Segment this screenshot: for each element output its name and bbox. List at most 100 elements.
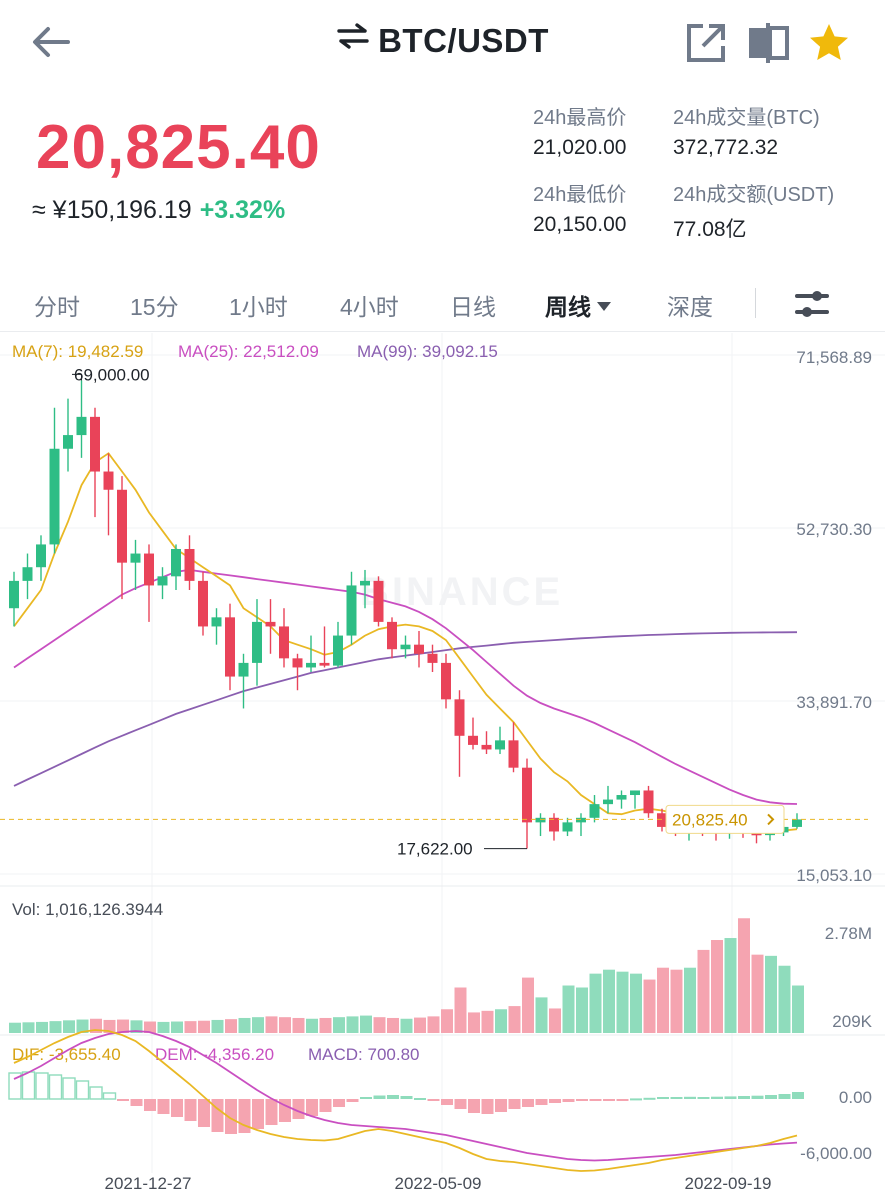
- y-tick-4: 15,053.10: [796, 866, 872, 885]
- stat-volume-usdt-value: 77.08亿: [673, 218, 747, 241]
- candle: [630, 790, 640, 796]
- macd-histogram-bar: [495, 1099, 507, 1112]
- ma99-label: MA(99): 39,092.15: [357, 342, 498, 361]
- candle: [535, 817, 546, 823]
- volume-bar: [630, 973, 642, 1033]
- last-price-tag-box: [665, 804, 785, 834]
- candle: [76, 416, 87, 436]
- share-icon[interactable]: [683, 20, 729, 66]
- macd-histogram-bar: [252, 1099, 264, 1129]
- chart-settings-icon[interactable]: [792, 284, 832, 324]
- back-arrow-icon[interactable]: [28, 22, 74, 62]
- stat-volume-usdt: 24h成交额(USDT) 77.08亿: [673, 178, 834, 243]
- volume-tick-min: 209K: [832, 1012, 872, 1031]
- macd-histogram-bar: [603, 1099, 615, 1101]
- candle: [198, 580, 208, 627]
- volume-bar: [738, 918, 750, 1033]
- macd-histogram-bar: [292, 1099, 305, 1119]
- caret-down-icon: [597, 302, 611, 311]
- stat-volume-btc: 24h成交量(BTC) 372,772.32: [673, 101, 820, 160]
- volume-bar: [306, 1018, 318, 1033]
- macd-histogram-bar: [630, 1098, 642, 1101]
- candle: [589, 804, 600, 818]
- chart-grid: [0, 333, 885, 1173]
- candle: [603, 799, 613, 805]
- macd-histogram-bar: [549, 1099, 561, 1103]
- macd-histogram-bar: [562, 1099, 575, 1102]
- candle: [414, 644, 424, 654]
- tab-depth[interactable]: 深度: [667, 294, 713, 320]
- split-view-icon[interactable]: [745, 20, 791, 66]
- candle: [400, 644, 411, 650]
- swap-icon[interactable]: [336, 23, 370, 49]
- volume-bar: [76, 1019, 89, 1033]
- cny-price-row: ≈ ¥150,196.19 +3.32%: [32, 196, 285, 225]
- candle: [481, 744, 492, 750]
- candle: [144, 553, 154, 586]
- macd-histogram-bar: [616, 1099, 629, 1101]
- candle: [265, 621, 276, 627]
- last-price-tag[interactable]: 20,825.40: [665, 804, 785, 834]
- macd-tick-min: -6,000.00: [800, 1144, 872, 1163]
- stat-volume-btc-value: 372,772.32: [673, 136, 779, 159]
- candle: [225, 617, 235, 677]
- candle: [792, 819, 802, 827]
- volume-bar: [697, 949, 710, 1033]
- macd-histogram-bar: [454, 1099, 467, 1109]
- tab-time[interactable]: 分时: [34, 294, 80, 320]
- macd-histogram-bar: [724, 1096, 737, 1099]
- volume-bar: [751, 954, 764, 1033]
- candle: [522, 767, 532, 823]
- macd-histogram-bar: [711, 1096, 723, 1099]
- candle: [319, 662, 330, 666]
- stat-high-value: 21,020.00: [533, 136, 627, 159]
- volume-bar: [603, 969, 615, 1033]
- tab-1w[interactable]: 周线: [545, 288, 611, 322]
- volume-bar: [562, 985, 575, 1033]
- volume-bar: [103, 1019, 116, 1033]
- interval-tabs: 分时 15分 1小时 4小时 日线 周线 深度: [0, 276, 885, 332]
- macd-dif-label: DIF: -3,655.40: [12, 1045, 121, 1064]
- macd-histogram-bar: [400, 1096, 413, 1099]
- volume-tick-max: 2.78M: [825, 924, 872, 943]
- candle: [306, 662, 316, 668]
- volume-bar: [670, 969, 683, 1033]
- volume-bar: [643, 979, 656, 1033]
- macd-histogram-bar: [130, 1099, 143, 1106]
- macd-histogram-bar: [535, 1099, 548, 1105]
- macd-histogram-bar: [792, 1092, 804, 1099]
- pair-title[interactable]: BTC/USDT: [0, 22, 885, 60]
- kline-chart[interactable]: BINANCE MA(7): 19,482.59 MA(25): 22,512.…: [0, 333, 885, 1200]
- volume-bar: [171, 1021, 183, 1033]
- volume-bar: [117, 1019, 129, 1033]
- y-tick-1: 71,568.89: [796, 348, 872, 367]
- volume-bar: [346, 1016, 359, 1033]
- star-icon[interactable]: [806, 20, 852, 66]
- tab-15m[interactable]: 15分: [130, 294, 179, 320]
- volume-bar: [711, 940, 723, 1033]
- macd-indicator: [8, 1029, 804, 1172]
- pair-name: BTC/USDT: [378, 22, 549, 59]
- volume-label: Vol: 1,016,126.3944: [12, 900, 163, 919]
- candle: [49, 448, 60, 545]
- volume-bar: [765, 955, 777, 1033]
- macd-histogram-bar: [387, 1095, 399, 1099]
- stat-high-label: 24h最高价: [533, 107, 627, 129]
- macd-histogram-bar: [211, 1099, 224, 1132]
- volume-bar: [724, 938, 737, 1033]
- macd-histogram-bar: [522, 1099, 534, 1107]
- volume-bar: [279, 1017, 291, 1033]
- macd-histogram-bar: [238, 1099, 251, 1133]
- macd-histogram-bar: [751, 1095, 764, 1099]
- candle: [171, 548, 181, 577]
- volume-bar: [360, 1015, 372, 1033]
- candle: [454, 699, 465, 736]
- stat-low-label: 24h最低价: [533, 184, 627, 206]
- tab-1d[interactable]: 日线: [450, 294, 496, 320]
- tab-1h[interactable]: 1小时: [229, 294, 288, 320]
- tab-4h[interactable]: 4小时: [340, 294, 399, 320]
- volume-bar: [792, 985, 804, 1033]
- extreme-markers: 69,000.00 17,622.00: [72, 365, 527, 859]
- y-tick-2: 52,730.30: [796, 520, 872, 539]
- macd-histogram-bar: [102, 1092, 117, 1100]
